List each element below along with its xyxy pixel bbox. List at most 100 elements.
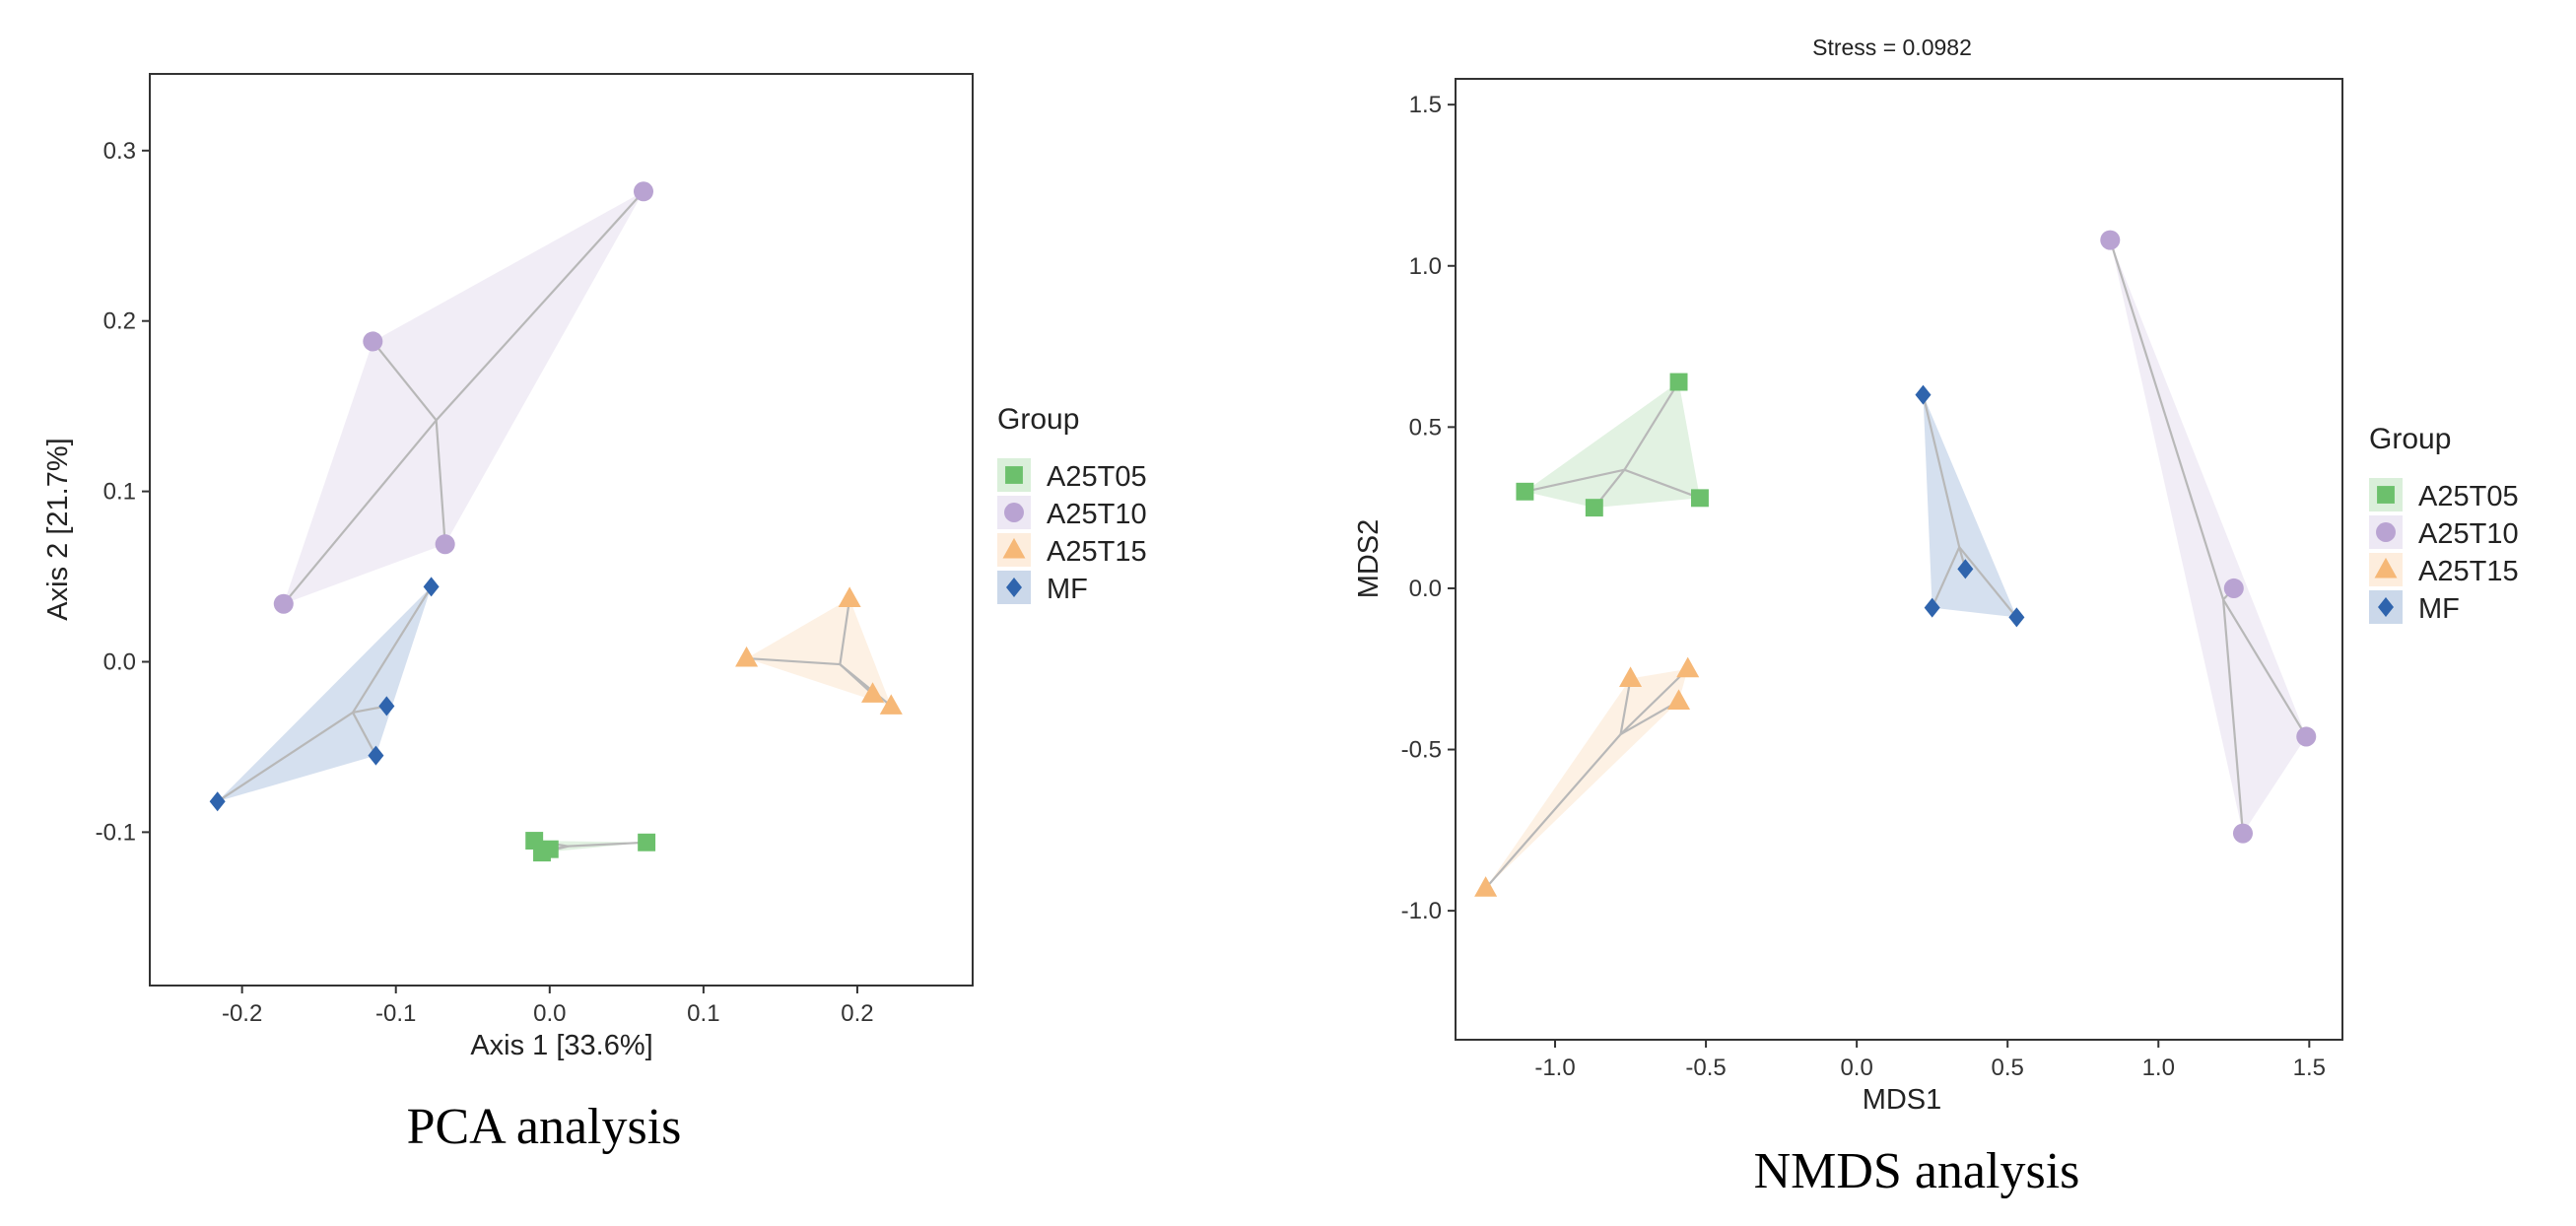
nmds-spoke-a25t15-1 — [1619, 667, 1689, 735]
nmds-legend-label-a25t05: A25T05 — [2418, 481, 2519, 512]
nmds-point-a25t15-3 — [1474, 876, 1498, 897]
pca-point-a25t05-3 — [638, 833, 656, 851]
nmds-y-tick-label: 0.5 — [1409, 414, 1442, 441]
nmds-spoke-mf-1 — [1931, 546, 1961, 609]
pca-legend-marker-mf — [1006, 578, 1022, 597]
nmds-point-a25t05-3 — [1691, 489, 1709, 508]
nmds-spoke-a25t10-0 — [2109, 239, 2225, 600]
pca-x-axis-label: Axis 1 [33.6%] — [470, 1030, 652, 1061]
pca-point-a25t05-2 — [540, 840, 559, 858]
nmds-spoke-a25t05-0 — [1525, 468, 1625, 493]
pca-legend-marker-a25t05 — [1005, 466, 1023, 484]
nmds-point-a25t05-2 — [1585, 499, 1603, 517]
nmds-y-tick-label: -1.0 — [1401, 898, 1442, 924]
pca-hull-mf — [217, 586, 432, 802]
pca-point-a25t15-2 — [861, 682, 885, 703]
nmds-point-a25t05-1 — [1669, 373, 1688, 391]
nmds-point-a25t15-1 — [1676, 656, 1700, 678]
pca-x-ticks: -0.2 -0.1 0.0 0.1 0.2 — [222, 986, 874, 1027]
pca-y-tick-label: 0.3 — [103, 138, 136, 165]
nmds-panel: Stress = 0.0982 -1.0 -0.5 0.0 0.5 1.0 1.5 -1.… — [1353, 34, 2519, 1199]
nmds-y-axis-label: MDS2 — [1353, 519, 1385, 599]
pca-spoke-a25t10-0 — [435, 190, 644, 422]
nmds-spoke-mf-0 — [1922, 394, 1961, 548]
nmds-legend-marker-a25t10 — [2376, 522, 2396, 542]
nmds-legend-title: Group — [2369, 423, 2451, 455]
nmds-point-mf-3 — [2008, 607, 2025, 628]
nmds-legend-marker-a25t15 — [2374, 557, 2398, 579]
pca-x-tick-label: -0.1 — [375, 1000, 416, 1027]
nmds-stress-title: Stress = 0.0982 — [1812, 34, 1972, 60]
pca-legend-label-mf: MF — [1047, 574, 1088, 605]
pca-legend-label-a25t05: A25T05 — [1047, 461, 1147, 493]
pca-y-tick-label: 0.0 — [103, 648, 136, 675]
pca-point-a25t10-1 — [363, 331, 383, 352]
nmds-point-a25t05-0 — [1516, 482, 1534, 501]
pca-legend-label-a25t15: A25T15 — [1047, 536, 1147, 568]
pca-hull-a25t10 — [283, 191, 644, 604]
nmds-legend-marker-a25t05 — [2377, 486, 2395, 504]
pca-x-tick-label: 0.0 — [533, 1000, 566, 1027]
nmds-x-tick-label: 0.0 — [1840, 1055, 1872, 1081]
nmds-legend-label-a25t10: A25T10 — [2418, 518, 2519, 550]
pca-spoke-a25t10-2 — [435, 420, 446, 545]
pca-x-tick-label: -0.2 — [222, 1000, 262, 1027]
pca-point-a25t15-1 — [838, 586, 861, 608]
nmds-x-axis-label: MDS1 — [1863, 1084, 1942, 1116]
nmds-y-tick-label: 0.0 — [1409, 576, 1442, 602]
pca-legend: Group A25T05 A25T10 A25T15 MF — [997, 403, 1147, 605]
nmds-x-tick-label: 1.0 — [2142, 1055, 2175, 1081]
nmds-point-mf-1 — [1924, 597, 1940, 618]
pca-point-mf-2 — [368, 745, 384, 766]
pca-spokes — [217, 190, 892, 854]
pca-panel: -0.2 -0.1 0.0 0.1 0.2 -0.1 0.0 0.1 0.2 0.3 Axis … — [42, 73, 1147, 1155]
pca-spoke-a25t15-0 — [746, 656, 841, 666]
pca-y-tick-label: -0.1 — [96, 819, 136, 846]
nmds-point-mf-2 — [1957, 559, 1974, 579]
pca-point-a25t15-0 — [735, 646, 759, 667]
nmds-x-tick-label: -1.0 — [1534, 1055, 1575, 1081]
nmds-x-tick-label: 0.5 — [1992, 1055, 2024, 1081]
pca-spoke-mf-2 — [352, 712, 377, 757]
nmds-spoke-a25t05-1 — [1623, 380, 1680, 471]
pca-point-mf-0 — [423, 577, 440, 597]
nmds-spoke-a25t10-2 — [2222, 598, 2308, 738]
pca-x-tick-label: 0.1 — [687, 1000, 719, 1027]
nmds-points — [1474, 230, 2317, 897]
nmds-point-a25t10-1 — [2223, 578, 2244, 598]
nmds-plot-frame — [1455, 78, 2343, 1041]
nmds-legend-label-mf: MF — [2418, 593, 2460, 625]
nmds-y-ticks: -1.0 -0.5 0.0 0.5 1.0 1.5 — [1401, 92, 1456, 924]
pca-point-a25t10-0 — [633, 181, 654, 202]
nmds-hull-a25t10 — [2110, 239, 2307, 834]
pca-y-ticks: -0.1 0.0 0.1 0.2 0.3 — [96, 138, 150, 846]
nmds-point-a25t10-2 — [2296, 726, 2317, 747]
nmds-spoke-a25t15-3 — [1484, 733, 1622, 889]
pca-legend-marker-a25t10 — [1004, 503, 1024, 522]
nmds-point-a25t10-0 — [2100, 230, 2121, 250]
pca-point-a25t10-2 — [435, 534, 455, 555]
pca-point-mf-3 — [209, 791, 226, 812]
nmds-point-mf-0 — [1915, 384, 1932, 405]
pca-point-a25t10-3 — [273, 593, 294, 614]
nmds-point-a25t15-0 — [1619, 666, 1643, 688]
pca-spoke-mf-0 — [352, 585, 433, 714]
pca-spoke-mf-3 — [217, 712, 354, 803]
pca-point-mf-1 — [378, 696, 395, 716]
nmds-spokes — [1484, 239, 2308, 889]
pca-spoke-a25t10-3 — [282, 419, 438, 605]
pca-x-tick-label: 0.2 — [841, 1000, 873, 1027]
nmds-x-tick-label: 1.5 — [2293, 1055, 2326, 1081]
pca-spoke-a25t10-1 — [372, 340, 438, 422]
nmds-x-ticks: -1.0 -0.5 0.0 0.5 1.0 1.5 — [1534, 1040, 2326, 1081]
pca-spoke-a25t05-3 — [568, 841, 647, 848]
nmds-hull-mf — [1923, 394, 2017, 618]
pca-plot-frame — [149, 73, 974, 987]
pca-legend-label-a25t10: A25T10 — [1047, 499, 1147, 530]
nmds-y-tick-label: 1.5 — [1409, 92, 1442, 118]
pca-legend-title: Group — [997, 403, 1079, 436]
pca-y-tick-label: 0.2 — [103, 308, 136, 335]
nmds-legend-marker-mf — [2378, 597, 2394, 617]
nmds-point-a25t15-2 — [1667, 689, 1691, 710]
